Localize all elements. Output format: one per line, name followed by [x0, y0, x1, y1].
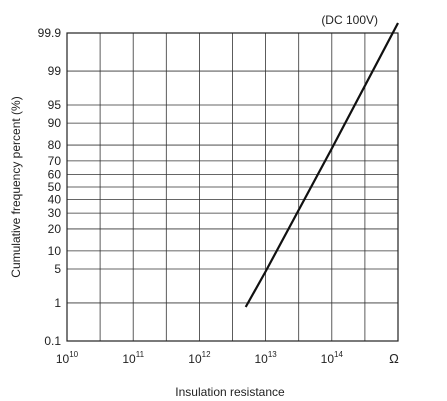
y-tick-label: 5: [54, 262, 61, 276]
y-tick-label: 60: [48, 167, 62, 181]
x-unit-label: Ω: [389, 351, 399, 366]
series-layer: [244, 22, 399, 308]
y-tick-label: 70: [48, 154, 62, 168]
x-tick-label: 1011: [122, 350, 144, 366]
y-tick-label: 0.1: [44, 334, 61, 348]
y-axis-title: Cumulative frequency percent (%): [9, 96, 23, 277]
y-tick-label: 30: [48, 206, 62, 220]
y-tick-label: 99.9: [38, 26, 62, 40]
y-tick-label: 10: [48, 244, 62, 258]
y-tick-label: 40: [48, 193, 62, 207]
x-tick-label: 1014: [321, 350, 344, 366]
x-tick-labels: 1010 1011 1012 1013 1014: [56, 350, 344, 366]
y-tick-label: 90: [48, 116, 62, 130]
grid: [67, 33, 398, 341]
y-tick-label: 95: [48, 98, 62, 112]
y-tick-label: 1: [54, 296, 61, 310]
plot-frame: [66, 32, 399, 342]
x-tick-label: 1012: [188, 350, 211, 366]
annotation: (DC 100V): [321, 13, 378, 27]
series-line: [244, 22, 399, 308]
y-tick-label: 50: [48, 180, 62, 194]
y-tick-label: 80: [48, 138, 62, 152]
x-tick-label: 1013: [254, 350, 277, 366]
y-tick-label: 20: [48, 222, 62, 236]
y-tick-label: 99: [48, 64, 62, 78]
x-axis-title: Insulation resistance: [175, 385, 285, 399]
x-tick-label: 1010: [56, 350, 79, 366]
